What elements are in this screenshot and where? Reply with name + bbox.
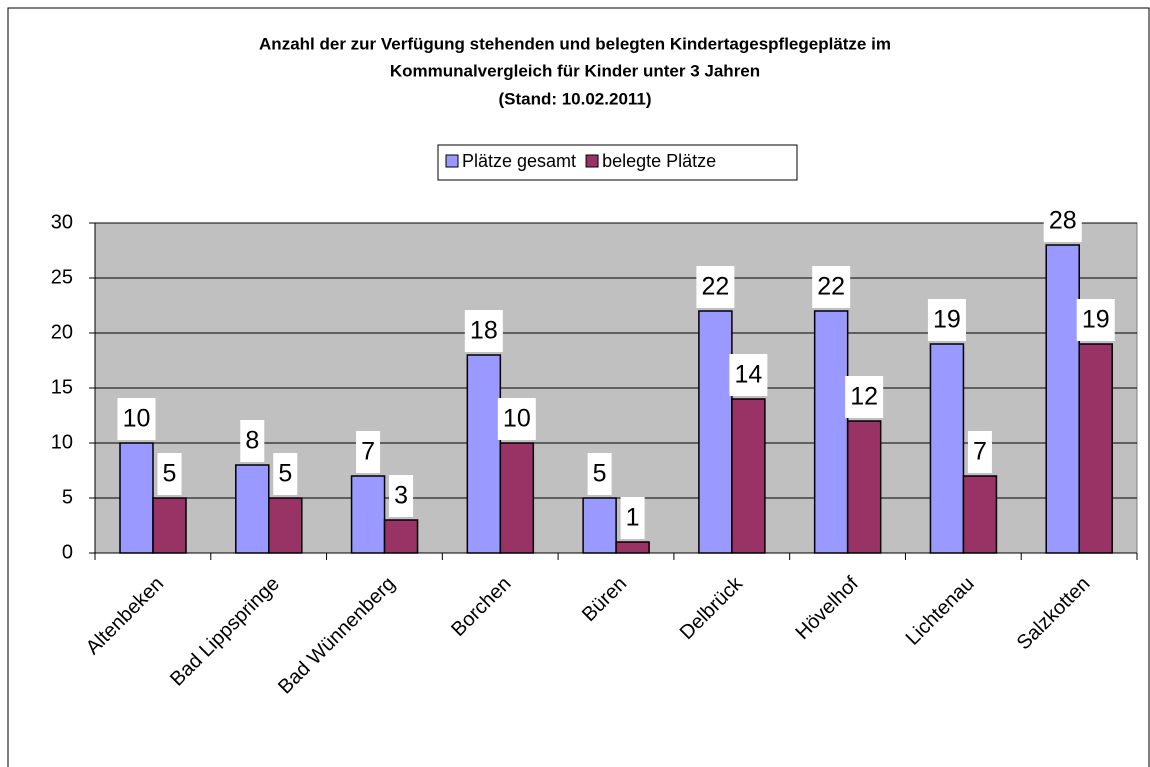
value-label-bg xyxy=(620,497,645,539)
bar xyxy=(152,497,187,554)
value-label: 7 xyxy=(361,438,375,466)
value-label: 19 xyxy=(1082,306,1110,334)
value-label: 22 xyxy=(701,273,729,301)
chart-title: (Stand: 10.02.2011) xyxy=(498,89,651,108)
value-label-bg xyxy=(927,299,966,341)
bar xyxy=(582,497,617,554)
value-label: 10 xyxy=(123,405,151,433)
y-tick-label: 15 xyxy=(51,376,73,398)
legend-swatch xyxy=(445,154,459,168)
bar xyxy=(698,310,733,554)
value-label-bg xyxy=(389,475,414,517)
bar xyxy=(731,398,766,554)
value-label: 5 xyxy=(593,460,607,488)
legend-label: Plätze gesamt xyxy=(462,151,576,171)
legend-box xyxy=(437,144,798,181)
bar xyxy=(1078,343,1113,554)
value-label: 5 xyxy=(163,460,177,488)
y-tick-label: 0 xyxy=(62,541,73,563)
value-label-bg xyxy=(497,398,536,440)
value-label: 1 xyxy=(626,504,640,532)
bar xyxy=(466,354,502,554)
bar xyxy=(499,442,535,554)
value-label: 14 xyxy=(734,361,762,389)
value-label-bg xyxy=(845,376,884,418)
legend-swatch xyxy=(585,154,599,168)
value-label-bg xyxy=(729,354,768,396)
bar xyxy=(813,310,849,554)
y-tick-label: 25 xyxy=(51,266,73,288)
value-label-bg xyxy=(1076,299,1115,341)
value-label: 28 xyxy=(1049,207,1077,235)
bar xyxy=(615,541,650,554)
value-label-bg xyxy=(812,266,851,308)
chart-title: Kommunalvergleich für Kinder unter 3 Jah… xyxy=(390,61,760,80)
y-tick-label: 20 xyxy=(51,321,73,343)
value-label-bg xyxy=(240,420,265,462)
value-label: 7 xyxy=(973,438,987,466)
value-label-bg xyxy=(696,266,735,308)
bar xyxy=(119,442,154,554)
y-tick-label: 5 xyxy=(62,486,73,508)
legend-label: belegte Plätze xyxy=(602,151,716,171)
y-tick-label: 10 xyxy=(51,431,73,453)
bar xyxy=(383,519,419,554)
bar xyxy=(235,464,270,554)
value-label: 18 xyxy=(470,317,498,345)
value-label-bg xyxy=(273,453,298,495)
bar xyxy=(846,420,882,554)
bar xyxy=(268,497,303,554)
bar xyxy=(350,475,386,554)
value-label: 3 xyxy=(394,482,408,510)
value-label-bg xyxy=(967,431,992,473)
chart-title: Anzahl der zur Verfügung stehenden und b… xyxy=(259,34,891,53)
value-label-bg xyxy=(356,431,381,473)
bar xyxy=(1045,244,1080,554)
y-tick-label: 30 xyxy=(51,211,73,233)
value-label: 19 xyxy=(933,306,961,334)
value-label-bg xyxy=(464,310,503,352)
value-label: 5 xyxy=(278,460,292,488)
value-label-bg xyxy=(157,453,182,495)
value-label-bg xyxy=(587,453,612,495)
bar xyxy=(962,475,998,554)
value-label-bg xyxy=(1043,200,1082,242)
value-label: 10 xyxy=(503,405,531,433)
value-label: 22 xyxy=(817,273,845,301)
bar xyxy=(929,343,965,554)
value-label: 12 xyxy=(850,383,878,411)
value-label: 8 xyxy=(245,427,259,455)
value-label-bg xyxy=(117,398,156,440)
